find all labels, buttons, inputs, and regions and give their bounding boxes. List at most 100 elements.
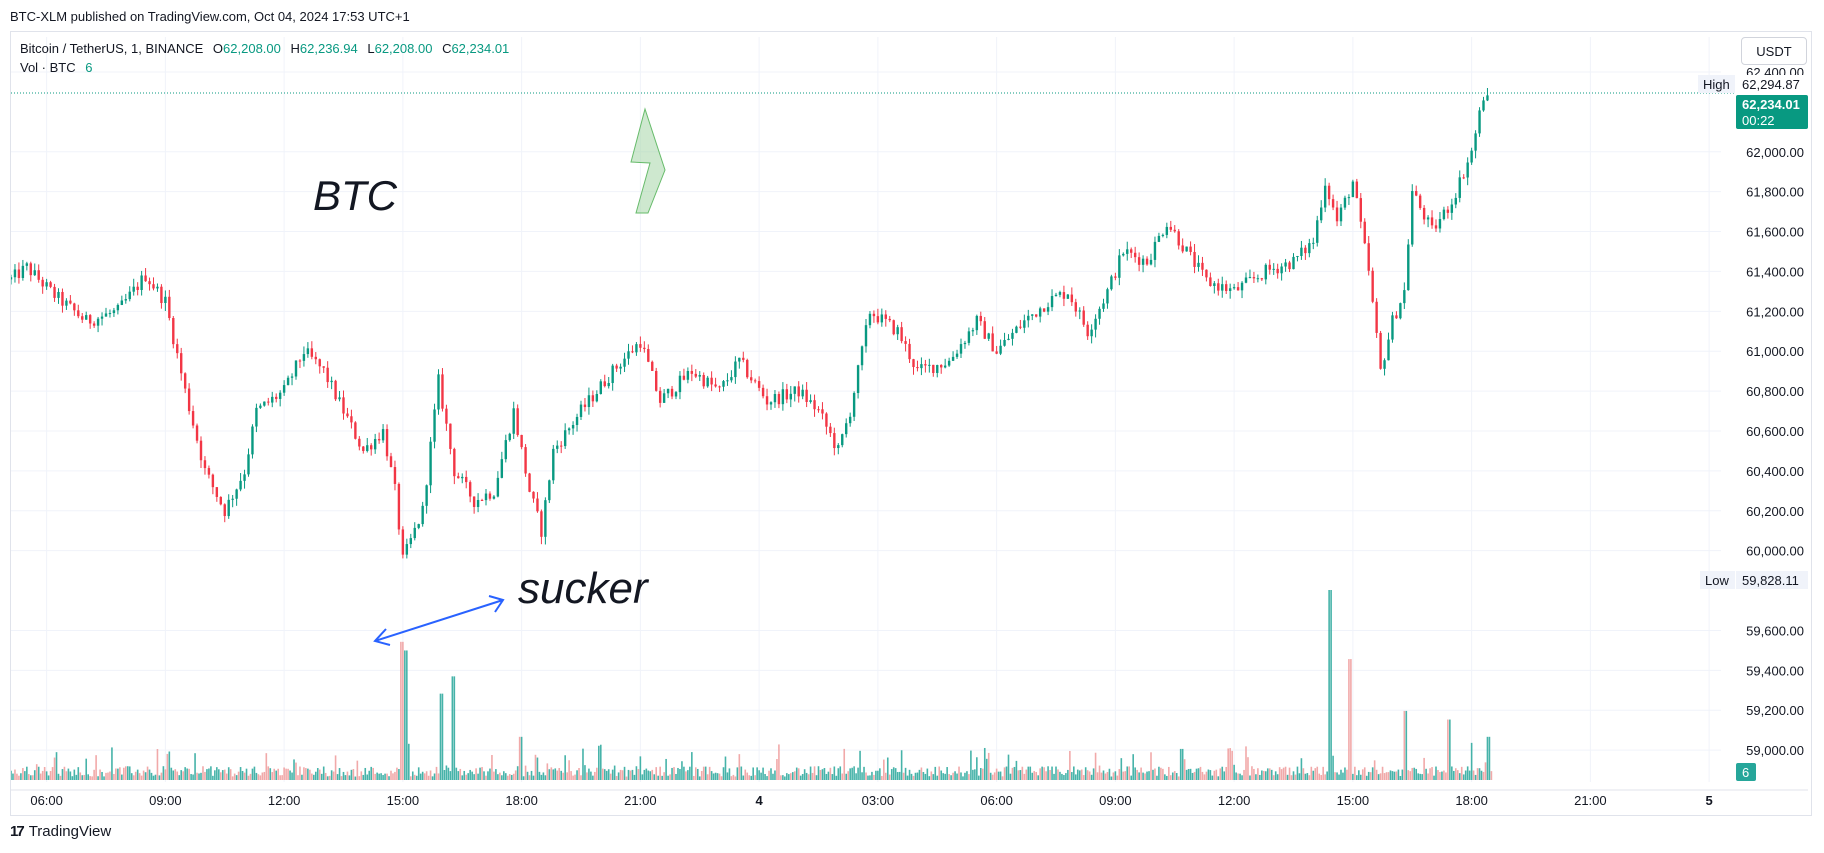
volume-bar [463,770,466,780]
volume-bar [1264,771,1267,780]
candle-body [1244,277,1248,283]
currency-button[interactable]: USDT [1741,37,1807,65]
candle-body [437,374,440,410]
volume-bar [995,768,998,780]
volume-bar [1156,775,1158,780]
volume-bar [1160,767,1162,780]
volume-bar [631,769,634,780]
volume-bar [883,759,885,780]
volume-bar [817,766,820,780]
candle-body [833,433,836,449]
volume-bar [687,770,689,780]
volume-bar [285,768,287,780]
volume-bar [182,771,184,780]
candle-body [1173,229,1176,232]
volume-bar [1173,771,1176,780]
volume-bar [548,769,551,780]
candle-body [310,348,314,357]
candle-body [389,456,393,468]
volume-bar [370,766,373,780]
volume-bar [338,768,341,780]
footer-brand[interactable]: 17 TradingView [10,823,111,840]
candle-body [1035,314,1038,317]
high-marker: High 62,294.87 [1698,75,1808,93]
y-tick-label: 61,600.00 [1746,225,1804,240]
price-axis[interactable]: 59,000.00 59,200.00 59,400.00 59,600.00 60,0… [1746,65,1804,758]
volume-bar [445,765,448,780]
volume-bar [617,772,620,780]
volume-bar [382,774,384,780]
chart-grid [11,37,1808,791]
volume-bar [568,760,570,780]
x-tick-label: 18:00 [1455,793,1488,808]
volume-bar [346,771,349,780]
candle-body [892,320,895,335]
candle-body [140,275,143,290]
symbol-name[interactable]: Bitcoin / TetherUS, 1, BINANCE [20,41,204,56]
candle-body [231,498,234,500]
volume-bar [1195,768,1198,780]
volume-bar [613,765,616,780]
time-axis[interactable]: 06:00 09:00 12:00 15:00 18:00 21:00 4 03:00 06:0… [30,793,1712,808]
volume-bar [1363,767,1366,780]
candle-body [746,359,749,378]
candle-body [1070,294,1074,303]
volume-bar [845,773,848,780]
volume-bar [1249,775,1251,780]
volume-bar [1399,775,1402,780]
volume-bar [766,776,768,780]
x-tick-label: 15:00 [1337,793,1370,808]
candle-body [1046,307,1050,312]
volume-bar [999,771,1002,780]
high-value: 62,294.87 [1742,77,1800,92]
candle-body [381,429,385,441]
volume-bar [837,768,840,780]
candle-body [1217,283,1220,291]
candle-body [449,423,452,449]
candle-body [112,310,116,314]
volume-bar [1464,770,1467,780]
volume-bar [623,766,626,780]
volume-bar [1320,774,1323,780]
volume-bar [914,772,917,780]
volume-bar [63,766,66,780]
volume-bar [1100,772,1103,780]
volume-bar [1217,776,1220,780]
volume-bar [499,772,501,780]
volume-bar [1096,772,1099,780]
volume-bar [1233,764,1235,780]
y-tick-label: 59,000.00 [1746,743,1804,758]
volume-bar [983,747,986,780]
candle-body [1300,247,1303,257]
volume-bar [487,771,489,780]
volume-bar [1484,762,1487,780]
volume-bar [491,755,493,780]
volume-bar [26,766,28,780]
volume-bar [427,775,430,780]
candle-body [1458,177,1461,198]
volume-bar [1458,773,1461,780]
volume-bar [926,768,929,780]
candle-body [884,314,887,319]
volume-label[interactable]: Vol · BTC [20,60,76,75]
volume-bar [720,776,723,780]
volume-bar [497,774,499,780]
volume-bar [33,770,36,780]
volume-bar [378,773,380,780]
volume-bar [795,767,798,780]
volume-bar [453,676,456,780]
candle-body [516,408,519,435]
volume-bar [592,775,594,780]
volume-bar [204,771,206,780]
volume-bar [140,775,143,780]
volume-bar [621,770,624,780]
candle-body [468,482,472,497]
candle-body [1137,257,1141,265]
volume-bar [132,775,135,780]
candle-body [480,500,484,502]
volume-bar [415,775,418,780]
volume-bar [912,775,915,780]
volume-bar [1108,768,1111,780]
volume-bar [1415,768,1418,780]
